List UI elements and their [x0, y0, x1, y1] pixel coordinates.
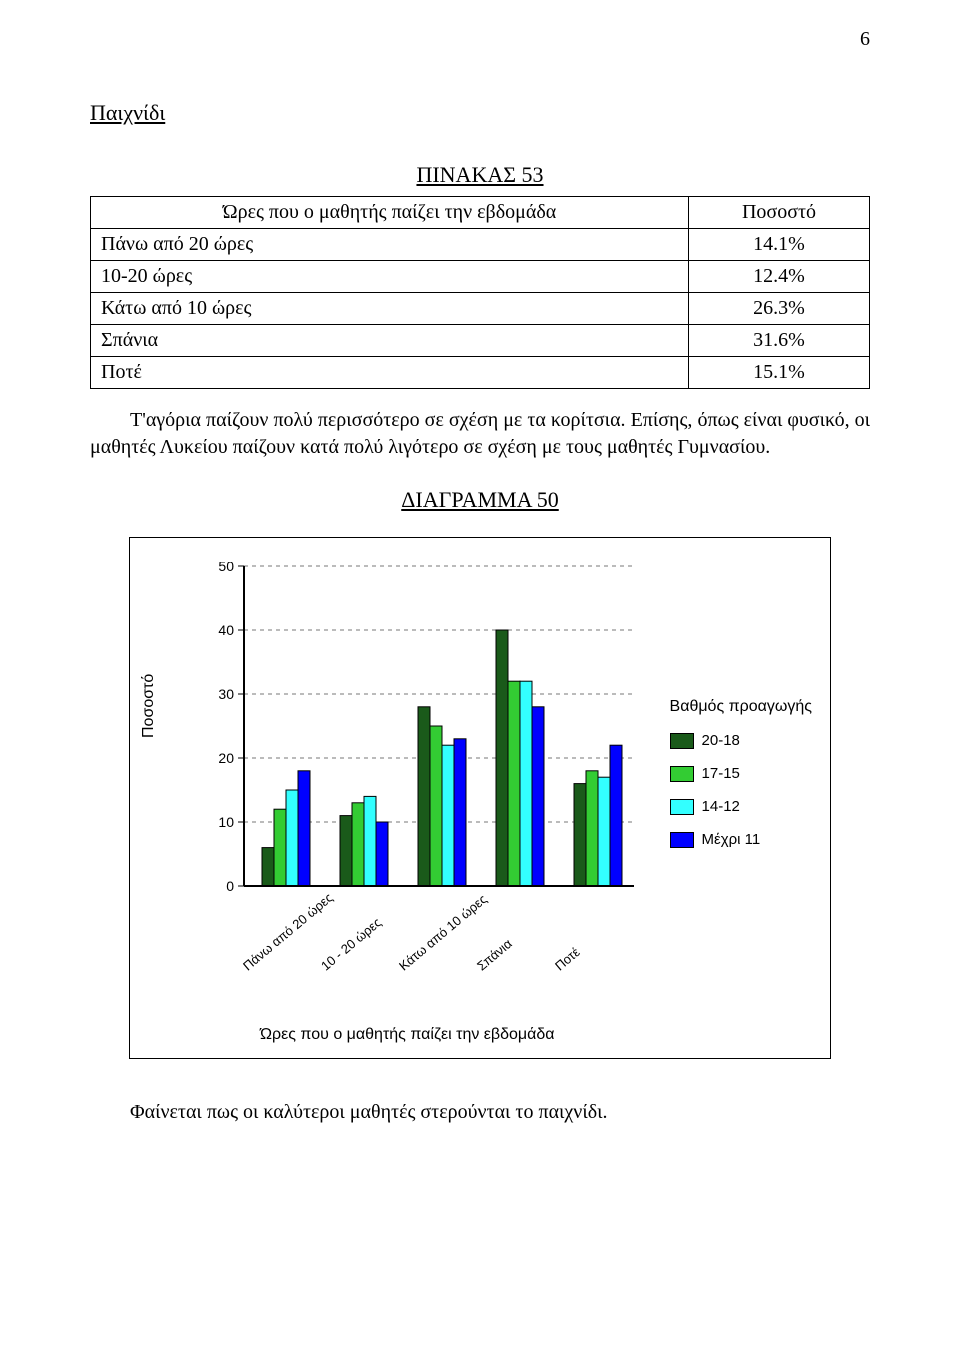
legend-label: 14-12 [702, 798, 740, 815]
chart-svg: 0 10 20 30 40 50 [210, 562, 640, 902]
page: 6 Παιχνίδι ΠΙΝΑΚΑΣ 53 Ώρες που ο μαθητής… [0, 0, 960, 1363]
page-number: 6 [860, 28, 870, 51]
chart-x-caption: Ώρες που ο μαθητής παίζει την εβδομάδα [260, 1026, 555, 1044]
table-header-left: Ώρες που ο μαθητής παίζει την εβδομάδα [91, 197, 689, 229]
legend-swatch [670, 799, 694, 815]
table-cell-label: 10-20 ώρες [91, 261, 689, 293]
legend-label: 20-18 [702, 732, 740, 749]
chart-caption: ΔΙΑΓΡΑΜΜΑ 50 [90, 487, 870, 513]
chart-x-category: Ποτέ [552, 944, 583, 973]
legend-label: Μέχρι 11 [702, 831, 761, 848]
table-cell-label: Κάτω από 10 ώρες [91, 293, 689, 325]
chart-frame: 0 10 20 30 40 50 Ποσοστό Βαθμός προαγωγής 20-… [129, 537, 831, 1059]
chart-legend-title: Βαθμός προαγωγής [670, 698, 812, 716]
svg-text:30: 30 [218, 686, 234, 702]
body-text-1: Τ'αγόρια παίζουν πολύ περισσότερο σε σχέ… [90, 407, 870, 461]
table-cell-label: Πάνω από 20 ώρες [91, 229, 689, 261]
table-row: 10-20 ώρες12.4% [91, 261, 870, 293]
section-title: Παιχνίδι [90, 100, 870, 126]
chart-legend: Βαθμός προαγωγής 20-18 17-15 14-12 Μέχρι 11 [670, 698, 812, 864]
table-cell-value: 12.4% [689, 261, 870, 293]
legend-swatch [670, 832, 694, 848]
table-cell-label: Σπάνια [91, 325, 689, 357]
body-text-2: Φαίνεται πως οι καλύτεροι μαθητές στερού… [90, 1099, 870, 1126]
data-table: Ώρες που ο μαθητής παίζει την εβδομάδα Π… [90, 196, 870, 389]
legend-swatch [670, 733, 694, 749]
chart-y-label: Ποσοστό [140, 674, 158, 738]
table-body: Πάνω από 20 ώρες14.1%10-20 ώρες12.4%Κάτω… [91, 229, 870, 389]
svg-text:10: 10 [218, 814, 234, 830]
table-row: Πάνω από 20 ώρες14.1% [91, 229, 870, 261]
table-header-right: Ποσοστό [689, 197, 870, 229]
svg-text:40: 40 [218, 622, 234, 638]
legend-item: 17-15 [670, 765, 812, 782]
table-cell-value: 31.6% [689, 325, 870, 357]
legend-item: 20-18 [670, 732, 812, 749]
table-row: Σπάνια31.6% [91, 325, 870, 357]
table-row: Ποτέ15.1% [91, 357, 870, 389]
table-row: Κάτω από 10 ώρες26.3% [91, 293, 870, 325]
table-caption: ΠΙΝΑΚΑΣ 53 [90, 162, 870, 188]
legend-swatch [670, 766, 694, 782]
svg-text:0: 0 [226, 878, 234, 894]
legend-item: Μέχρι 11 [670, 831, 812, 848]
table-cell-label: Ποτέ [91, 357, 689, 389]
table-cell-value: 14.1% [689, 229, 870, 261]
table-cell-value: 15.1% [689, 357, 870, 389]
svg-text:50: 50 [218, 562, 234, 574]
chart-x-category: 10 - 20 ώρες [318, 915, 384, 974]
chart-x-category: Σπάνια [474, 936, 515, 974]
legend-label: 17-15 [702, 765, 740, 782]
table-cell-value: 26.3% [689, 293, 870, 325]
svg-text:20: 20 [218, 750, 234, 766]
legend-item: 14-12 [670, 798, 812, 815]
